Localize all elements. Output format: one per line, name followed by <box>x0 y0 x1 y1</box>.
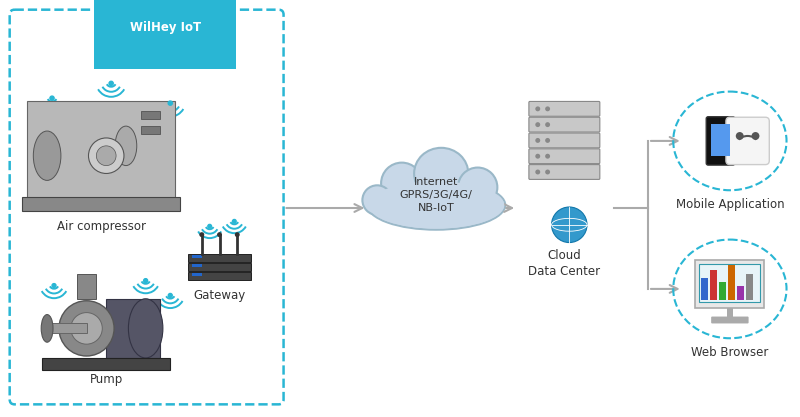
Ellipse shape <box>42 314 53 342</box>
Ellipse shape <box>368 181 504 229</box>
Circle shape <box>545 170 550 174</box>
FancyBboxPatch shape <box>529 149 600 163</box>
Circle shape <box>535 122 540 127</box>
Circle shape <box>751 132 759 140</box>
Circle shape <box>736 132 744 140</box>
Circle shape <box>535 154 540 159</box>
Circle shape <box>551 207 587 243</box>
FancyBboxPatch shape <box>141 111 161 119</box>
Ellipse shape <box>128 299 163 358</box>
Circle shape <box>199 232 204 237</box>
Ellipse shape <box>115 126 137 166</box>
Text: Mobile Application: Mobile Application <box>675 198 784 211</box>
Circle shape <box>109 81 114 85</box>
FancyBboxPatch shape <box>699 264 761 302</box>
Text: Cloud
Data Center: Cloud Data Center <box>528 249 601 279</box>
Circle shape <box>144 279 148 283</box>
Circle shape <box>545 154 550 159</box>
FancyBboxPatch shape <box>711 317 749 324</box>
FancyBboxPatch shape <box>529 133 600 148</box>
FancyBboxPatch shape <box>192 273 202 276</box>
Ellipse shape <box>367 181 506 230</box>
FancyBboxPatch shape <box>22 197 180 211</box>
FancyBboxPatch shape <box>706 117 735 165</box>
Bar <box>728 265 735 300</box>
Circle shape <box>70 313 102 344</box>
Ellipse shape <box>362 185 392 215</box>
FancyBboxPatch shape <box>188 272 251 280</box>
Circle shape <box>535 138 540 143</box>
Circle shape <box>52 284 56 288</box>
Circle shape <box>50 96 54 100</box>
Ellipse shape <box>381 163 422 204</box>
Circle shape <box>208 224 211 228</box>
FancyBboxPatch shape <box>77 274 96 299</box>
FancyBboxPatch shape <box>141 126 161 134</box>
Text: Pump: Pump <box>90 373 123 386</box>
Circle shape <box>168 101 172 105</box>
Circle shape <box>168 294 172 297</box>
FancyBboxPatch shape <box>42 358 170 370</box>
FancyBboxPatch shape <box>192 255 202 258</box>
Ellipse shape <box>458 168 498 207</box>
Text: Internet
GPRS/3G/4G/
NB-IoT: Internet GPRS/3G/4G/ NB-IoT <box>400 177 473 214</box>
Text: Air compressor: Air compressor <box>57 220 146 233</box>
FancyBboxPatch shape <box>529 165 600 179</box>
FancyBboxPatch shape <box>106 299 161 358</box>
Circle shape <box>545 138 550 143</box>
Bar <box>737 286 744 300</box>
FancyBboxPatch shape <box>711 124 730 156</box>
Circle shape <box>96 146 116 166</box>
Text: Web Browser: Web Browser <box>691 346 769 359</box>
FancyBboxPatch shape <box>188 254 251 262</box>
FancyBboxPatch shape <box>27 101 175 200</box>
FancyBboxPatch shape <box>529 117 600 132</box>
Ellipse shape <box>414 148 468 199</box>
Circle shape <box>233 219 236 223</box>
Ellipse shape <box>34 131 61 181</box>
Bar <box>719 282 726 300</box>
Bar <box>746 274 753 300</box>
Bar <box>702 278 708 300</box>
Circle shape <box>535 170 540 174</box>
Bar <box>727 308 733 317</box>
Text: WilHey IoT: WilHey IoT <box>130 21 201 34</box>
Circle shape <box>545 122 550 127</box>
Circle shape <box>217 232 222 237</box>
FancyBboxPatch shape <box>192 264 202 267</box>
Circle shape <box>234 232 240 237</box>
Circle shape <box>59 301 114 356</box>
FancyBboxPatch shape <box>726 117 770 165</box>
Text: Gateway: Gateway <box>194 289 246 302</box>
FancyBboxPatch shape <box>529 101 600 116</box>
Circle shape <box>545 106 550 111</box>
Bar <box>710 270 717 300</box>
Circle shape <box>89 138 124 173</box>
FancyBboxPatch shape <box>188 263 251 271</box>
Circle shape <box>535 106 540 111</box>
FancyBboxPatch shape <box>47 324 86 333</box>
FancyBboxPatch shape <box>695 260 764 308</box>
